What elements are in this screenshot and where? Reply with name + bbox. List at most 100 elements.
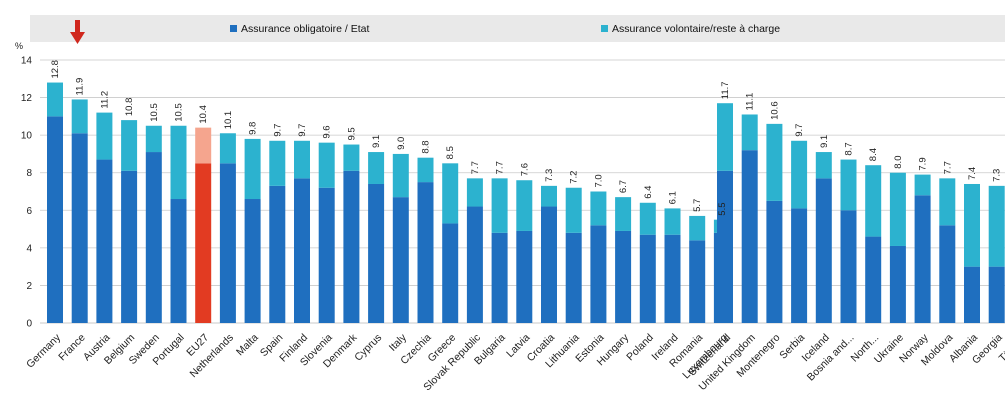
bar-segment-voluntary	[368, 152, 385, 184]
value-label: 7.7	[495, 161, 506, 174]
y-tick-label: 2	[26, 281, 32, 292]
bar-segment-mandatory	[516, 230, 533, 323]
bar-segment-voluntary	[741, 114, 758, 151]
value-label: 6.1	[668, 191, 679, 204]
legend-label-voluntary: Assurance volontaire/reste à charge	[612, 23, 780, 35]
bar-segment-mandatory	[96, 159, 113, 323]
bar-segment-voluntary	[717, 103, 733, 171]
bar-segment-voluntary	[565, 187, 582, 233]
value-label: 10.8	[124, 98, 135, 117]
bar-segment-mandatory	[840, 210, 857, 323]
legend-item-voluntary: Assurance volontaire/reste à charge	[601, 23, 780, 35]
value-label: 9.5	[346, 127, 357, 140]
value-label: 5.7	[692, 199, 703, 212]
bar-segment-voluntary	[170, 125, 187, 200]
bar-segment-mandatory	[889, 245, 906, 323]
value-label: 9.1	[371, 135, 382, 148]
value-label: 11.1	[745, 93, 756, 111]
bar-segment-mandatory	[791, 208, 808, 323]
bar-segment-voluntary	[639, 202, 656, 235]
value-label: 11.2	[99, 91, 110, 109]
value-label: 7.7	[942, 161, 953, 174]
value-label: 8.7	[844, 142, 855, 155]
legend-item-mandatory: Assurance obligatoire / Etat	[230, 23, 369, 35]
bar-segment-mandatory	[195, 163, 212, 323]
bar-segment-mandatory	[219, 163, 236, 323]
bar-segment-mandatory	[988, 266, 1005, 323]
bar-segment-mandatory	[639, 234, 656, 323]
bar-segment-voluntary	[318, 142, 335, 188]
y-tick-label: 6	[26, 206, 32, 217]
bar-segment-mandatory	[294, 178, 310, 323]
value-label: 9.0	[396, 137, 407, 150]
legend-band	[30, 15, 1005, 42]
bar-segment-voluntary	[294, 140, 310, 179]
bar-segment-mandatory	[466, 206, 483, 323]
value-label: 5.5	[717, 202, 728, 215]
bar-segment-voluntary	[244, 138, 261, 200]
bar-segment-mandatory	[939, 225, 956, 323]
bar-segment-voluntary	[269, 140, 286, 186]
bar-segment-voluntary	[689, 215, 706, 241]
bar-segment-mandatory	[664, 234, 681, 323]
bar-segment-voluntary	[47, 82, 63, 117]
bar-segment-mandatory	[565, 232, 582, 323]
bar-segment-voluntary	[541, 185, 557, 207]
category-label: Poland	[624, 332, 656, 364]
value-label: 7.0	[593, 174, 604, 187]
value-label: 10.1	[223, 111, 234, 130]
bar-segment-voluntary	[145, 125, 162, 153]
value-labels: 12.8 11.9 11.2 10.8 10.5 10.5 10.4 10.1 9.8 9.7 9.…	[50, 60, 1003, 216]
bar-segment-mandatory	[964, 266, 980, 323]
y-tick-label: 10	[21, 131, 33, 142]
bar-segment-voluntary	[840, 159, 857, 211]
value-label: 8.4	[868, 148, 879, 161]
bar-segment-mandatory	[590, 225, 607, 323]
value-label: 7.3	[544, 169, 555, 182]
category-label: Cyprus	[352, 332, 384, 364]
bar-segment-voluntary	[343, 144, 360, 171]
bar-segment-mandatory	[121, 170, 138, 323]
y-tick-label: 8	[26, 168, 32, 179]
bar-segment-voluntary	[219, 133, 236, 164]
legend-label-mandatory: Assurance obligatoire / Etat	[241, 23, 369, 35]
bar-segment-mandatory	[170, 199, 187, 323]
bar-segment-mandatory	[541, 206, 557, 323]
bar-segment-mandatory	[815, 178, 832, 323]
bar-segment-voluntary	[590, 191, 607, 226]
bar-segment-mandatory	[689, 240, 706, 323]
y-axis-unit-label: %	[15, 41, 23, 51]
bar-segment-voluntary	[71, 99, 88, 134]
bar-segment-mandatory	[914, 195, 931, 323]
bar-segment-voluntary	[939, 178, 956, 226]
category-label: Germany	[24, 331, 64, 371]
bar-segment-voluntary	[815, 152, 832, 179]
bar-segment-voluntary	[615, 197, 632, 231]
value-label: 8.0	[893, 155, 904, 168]
bar-segment-voluntary	[914, 174, 931, 196]
y-axis-ticks: 0 2 4 6 8 10 12 14	[21, 56, 33, 330]
bar-segment-mandatory	[318, 187, 335, 323]
value-label: 9.6	[322, 125, 333, 138]
bar-segment-mandatory	[865, 236, 882, 323]
y-tick-label: 0	[26, 319, 32, 330]
bar-segment-voluntary	[664, 208, 681, 235]
bar-segment-voluntary	[865, 165, 882, 237]
bar-segment-mandatory	[392, 197, 409, 323]
bar-segment-voluntary	[96, 112, 113, 160]
value-label: 11.7	[720, 81, 731, 99]
value-label: 7.9	[918, 157, 929, 170]
category-labels: GermanyFranceAustriaBelgiumSwedenPortuga…	[24, 331, 1005, 393]
bar-segment-mandatory	[766, 200, 783, 323]
bar-segment-voluntary	[889, 172, 906, 246]
value-label: 7.3	[992, 169, 1003, 182]
bar-segment-voluntary	[791, 140, 808, 209]
bar-segment-mandatory	[442, 223, 459, 323]
value-label: 8.8	[421, 140, 432, 153]
bar-segment-voluntary	[466, 178, 483, 207]
bar-segment-mandatory	[47, 116, 63, 323]
value-label: 9.8	[248, 122, 259, 135]
value-label: 7.2	[569, 171, 580, 184]
value-label: 10.5	[174, 103, 185, 122]
